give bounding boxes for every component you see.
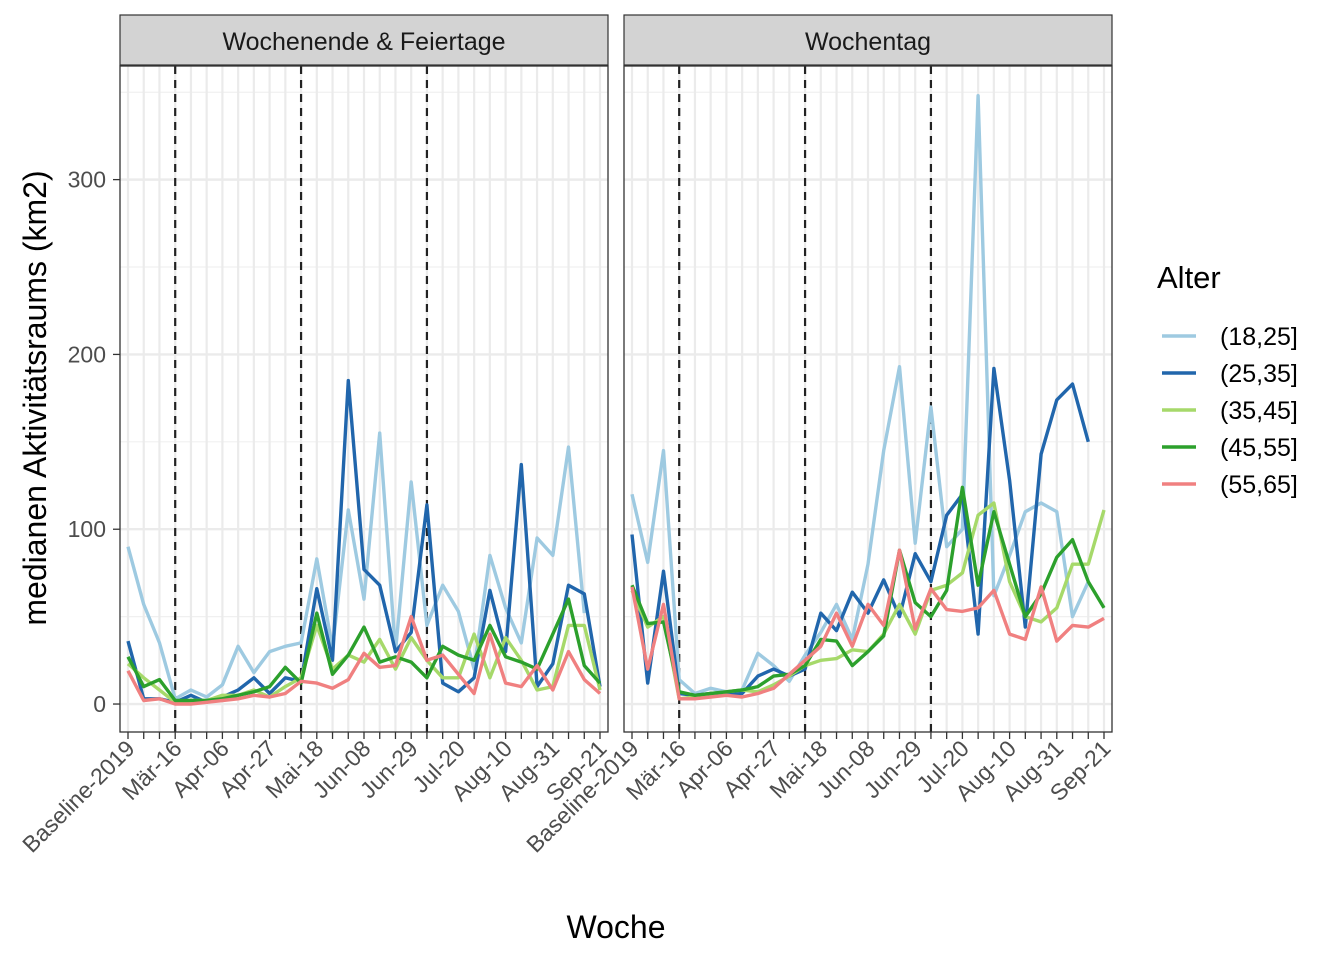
y-axis-title: medianen Aktivitätsraums (km2) — [17, 170, 53, 625]
y-tick-label: 0 — [93, 691, 106, 717]
legend-label: (18,25] — [1220, 323, 1298, 351]
panel-1: Wochenende & Feiertage — [119, 14, 609, 733]
x-axis-title: Woche — [566, 909, 665, 945]
y-tick-label: 200 — [68, 341, 106, 367]
legend: Alter (18,25] (25,35] (35,45] (45,55] (55,65] — [1157, 260, 1298, 499]
panel-strip — [623, 14, 1113, 66]
y-tick-label: 100 — [68, 516, 106, 542]
y-tick-label: 300 — [68, 167, 106, 193]
legend-label: (55,65] — [1220, 471, 1298, 499]
legend-title: Alter — [1157, 260, 1221, 295]
series-line-45-55 — [630, 485, 1106, 697]
series-line-55-65 — [126, 614, 602, 706]
panel-strip — [119, 14, 609, 66]
series-line-55-65 — [630, 548, 1105, 701]
legend-label: (45,55] — [1220, 434, 1298, 462]
panel-strip-label: Wochenende & Feiertage — [222, 28, 505, 56]
x-tick-label: Baseline-2019 — [17, 735, 139, 857]
legend-label: (35,45] — [1220, 397, 1298, 425]
series-line-45-55 — [126, 597, 602, 703]
panel-strip-label: Wochentag — [805, 28, 931, 56]
panels: Wochenende & Feiertage Wochentag — [119, 14, 1113, 733]
panel-2: Wochentag — [623, 14, 1113, 733]
legend-label: (25,35] — [1220, 360, 1298, 388]
